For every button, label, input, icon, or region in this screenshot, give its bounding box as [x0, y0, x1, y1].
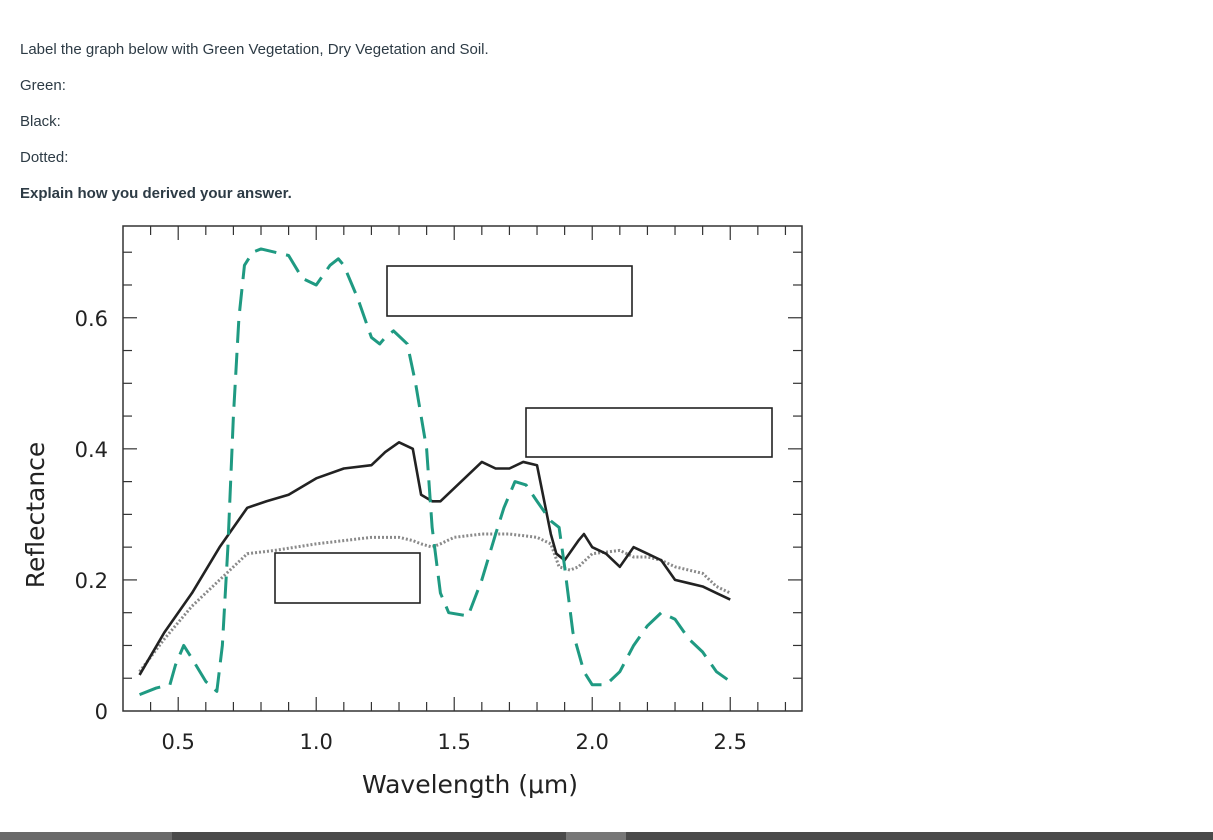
series-line-black [138, 440, 731, 676]
chart-lines [138, 247, 732, 697]
x-axis-title: Wavelength (μm) [362, 770, 578, 799]
x-tick-label: 1.0 [300, 730, 333, 754]
plot-frame [122, 225, 803, 712]
x-tick-label: 0.5 [162, 730, 195, 754]
answer-box-middle[interactable] [525, 407, 773, 458]
label-black: Black: [20, 113, 61, 130]
series-line-green [139, 247, 732, 697]
label-green: Green: [20, 77, 66, 94]
explain-prompt: Explain how you derived your answer. [20, 185, 292, 202]
x-tick-label: 1.5 [438, 730, 471, 754]
answer-box-top[interactable] [386, 265, 633, 317]
axis-ticks [123, 226, 802, 711]
y-axis-title: Reflectance [21, 442, 50, 589]
answer-box-bottom[interactable] [274, 552, 421, 604]
x-tick-label: 2.5 [714, 730, 747, 754]
bar-segment [0, 832, 172, 840]
x-tick-label: 2.0 [576, 730, 609, 754]
y-tick-label: 0.2 [75, 569, 108, 593]
y-tick-label: 0.6 [75, 307, 108, 331]
y-tick-label: 0 [95, 700, 108, 724]
bar-segment [566, 832, 626, 840]
y-tick-label: 0.4 [75, 438, 108, 462]
question-prompt: Label the graph below with Green Vegetat… [20, 41, 489, 58]
label-dotted: Dotted: [20, 149, 69, 166]
bottom-scroll-bar [0, 832, 1213, 840]
